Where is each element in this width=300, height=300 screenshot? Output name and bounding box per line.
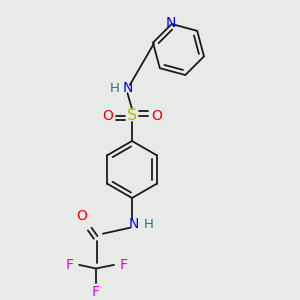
Text: F: F bbox=[92, 286, 100, 299]
Text: F: F bbox=[66, 258, 74, 272]
Text: O: O bbox=[102, 109, 113, 122]
Text: O: O bbox=[151, 109, 162, 122]
Text: H: H bbox=[144, 218, 153, 231]
Text: N: N bbox=[165, 16, 176, 30]
Text: F: F bbox=[120, 258, 128, 272]
Text: N: N bbox=[129, 217, 139, 231]
Text: N: N bbox=[122, 82, 133, 95]
Text: O: O bbox=[76, 209, 87, 223]
Text: S: S bbox=[127, 108, 137, 123]
Text: H: H bbox=[110, 82, 120, 95]
